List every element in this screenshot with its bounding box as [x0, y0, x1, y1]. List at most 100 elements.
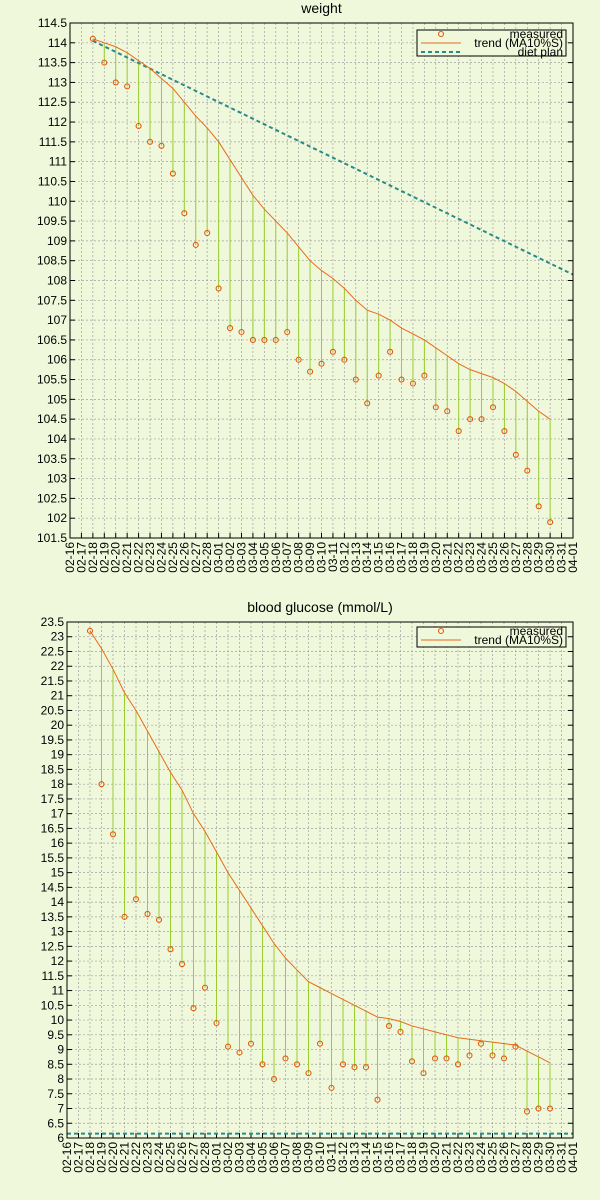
x-tick-label: 03-24	[475, 542, 489, 573]
y-tick-label: 23.5	[41, 615, 65, 629]
data-point-measured	[86, 627, 94, 634]
data-point-measured	[398, 376, 405, 383]
data-point-measured	[546, 1105, 554, 1112]
data-point-measured	[387, 348, 394, 355]
data-point-measured	[167, 946, 174, 953]
y-tick-label: 17.5	[41, 792, 65, 806]
y-tick-label: 14	[51, 895, 65, 909]
y-tick-label: 9	[57, 1043, 64, 1057]
x-tick-label: 02-24	[152, 1142, 166, 1173]
y-tick-label: 13	[51, 925, 65, 939]
x-tick-label: 02-26	[175, 1142, 189, 1173]
data-point-measured	[385, 1022, 393, 1030]
x-tick-label: 03-19	[417, 1142, 431, 1173]
data-point-measured	[213, 1019, 220, 1027]
x-tick-label: 03-11	[326, 542, 340, 572]
x-tick-label: 03-04	[246, 542, 260, 573]
x-tick-label: 03-25	[486, 1142, 500, 1173]
x-tick-label: 02-26	[177, 542, 191, 573]
y-tick-label: 12.5	[41, 939, 65, 953]
data-point-measured	[489, 1052, 496, 1059]
x-tick-label: 03-05	[257, 542, 271, 573]
data-point-measured	[293, 1061, 301, 1068]
data-point-measured	[339, 1061, 347, 1068]
data-point-measured	[178, 960, 186, 968]
x-tick-label: 03-27	[509, 1142, 523, 1173]
x-tick-label: 03-21	[440, 542, 454, 573]
x-tick-label: 03-13	[349, 542, 363, 573]
x-tick-label: 02-25	[164, 1142, 178, 1173]
x-tick-label: 03-12	[337, 542, 351, 573]
x-tick-label: 02-22	[132, 542, 146, 573]
data-point-measured	[282, 1055, 289, 1062]
data-point-measured	[158, 142, 165, 149]
x-tick-label: 03-28	[520, 542, 534, 573]
x-tick-label: 03-03	[233, 1142, 247, 1173]
y-tick-label: 22.5	[41, 644, 65, 658]
y-tick-label: 109.5	[37, 214, 67, 228]
data-point-measured	[351, 1064, 358, 1071]
data-point-measured	[408, 1058, 416, 1065]
data-point-measured	[236, 1049, 243, 1056]
data-point-measured	[512, 1043, 519, 1050]
x-tick-label: 03-17	[394, 1142, 408, 1173]
y-tick-label: 15.5	[41, 851, 65, 865]
data-point-measured	[112, 79, 119, 86]
y-tick-label: 12	[51, 954, 65, 968]
y-tick-label: 103	[47, 472, 67, 486]
y-tick-label: 106.5	[37, 333, 67, 347]
x-tick-label: 03-15	[372, 542, 386, 573]
x-tick-label: 02-28	[200, 542, 214, 573]
y-tick-label: 21	[51, 689, 65, 703]
x-tick-label: 02-23	[141, 1142, 155, 1173]
data-point-measured	[146, 138, 154, 145]
x-tick-label: 03-27	[509, 542, 523, 573]
x-tick-label: 03-20	[429, 542, 443, 573]
x-tick-label: 03-22	[451, 1142, 465, 1173]
series-diet-plan-line	[92, 39, 574, 276]
x-tick-label: 02-18	[83, 1142, 97, 1173]
y-tick-label: 20	[51, 718, 65, 732]
x-tick-label: 03-24	[474, 1142, 488, 1173]
legend-label: measured	[510, 27, 563, 41]
data-point-measured	[124, 83, 131, 90]
x-tick-label: 03-08	[292, 542, 306, 573]
y-tick-label: 18.5	[41, 762, 65, 776]
data-point-measured	[432, 404, 439, 411]
x-tick-label: 03-05	[256, 1142, 270, 1173]
x-tick-label: 03-02	[223, 542, 237, 573]
data-point-measured	[109, 831, 117, 838]
y-tick-label: 6.5	[47, 1116, 64, 1130]
blood-glucose-chart: blood glucose (mmol/L)66.577.588.599.510…	[41, 599, 580, 1173]
data-point-measured	[247, 1040, 255, 1047]
legend-label: trend (MA10%S)	[474, 36, 563, 50]
x-tick-label: 02-20	[106, 1142, 120, 1173]
y-tick-label: 8	[57, 1072, 64, 1086]
x-tick-label: 03-18	[405, 1142, 419, 1173]
y-tick-label: 114	[48, 36, 67, 50]
y-tick-label: 111	[49, 155, 68, 169]
data-point-measured	[204, 229, 211, 237]
y-tick-label: 23	[51, 630, 65, 644]
x-tick-label: 03-21	[440, 1142, 454, 1173]
x-tick-label: 03-15	[371, 1142, 385, 1173]
y-tick-label: 19.5	[41, 733, 65, 747]
y-tick-label: 103.5	[37, 452, 67, 466]
data-point-measured	[455, 427, 462, 435]
data-point-measured	[397, 1028, 404, 1035]
data-point-measured	[489, 404, 497, 411]
data-point-measured	[307, 368, 314, 375]
data-point-measured	[501, 427, 508, 435]
y-tick-label: 22	[51, 659, 65, 673]
y-tick-label: 108.5	[37, 254, 67, 268]
data-point-measured	[226, 324, 234, 332]
y-tick-label: 105.5	[37, 373, 67, 387]
data-point-measured	[466, 1052, 473, 1059]
data-point-measured	[261, 336, 268, 343]
chart-title: weight	[300, 0, 342, 16]
y-tick-label: 112.5	[38, 95, 67, 109]
data-point-measured	[443, 1055, 450, 1062]
x-tick-label: 02-16	[60, 1142, 74, 1173]
x-tick-label: 03-18	[406, 542, 420, 573]
x-tick-label: 02-27	[187, 1142, 201, 1173]
